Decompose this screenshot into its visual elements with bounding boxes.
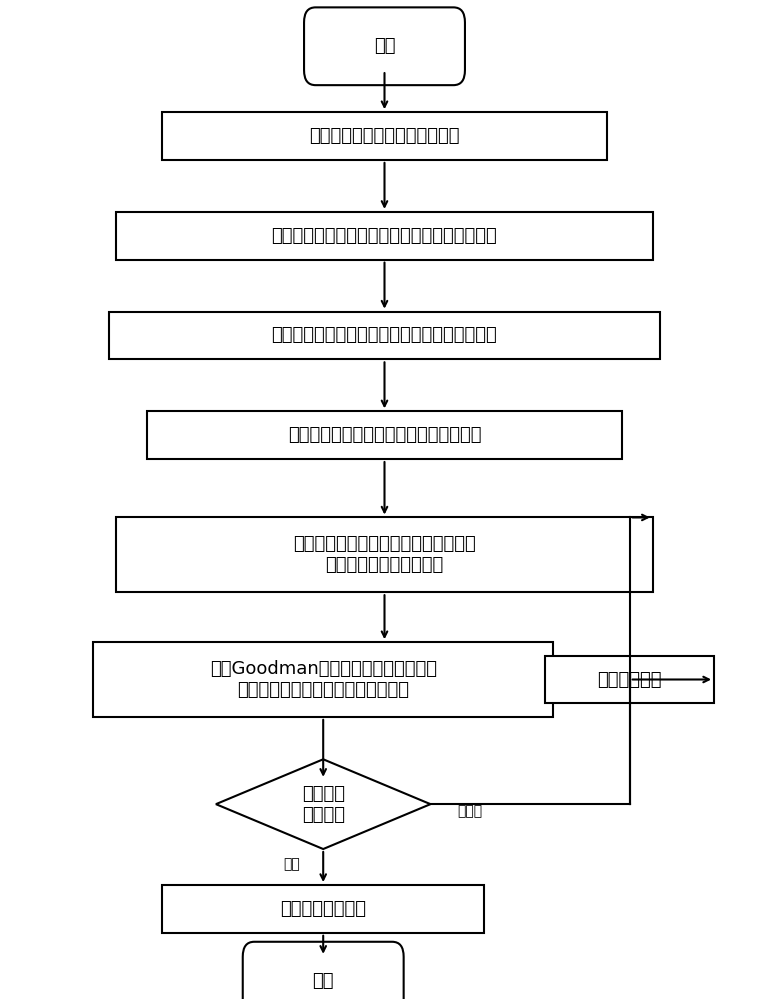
Text: 等效结果
可否接受: 等效结果 可否接受 (301, 785, 345, 824)
Text: 确定等效载荷方案: 确定等效载荷方案 (280, 900, 366, 918)
Text: 有限元计算确定结构件应力集中位置及应力状态: 有限元计算确定结构件应力集中位置及应力状态 (271, 227, 498, 245)
Text: 开始: 开始 (374, 37, 395, 55)
Text: 利用Goodman等寿命图确定载荷等效转
化前后结构件应力集中位置寿命变化: 利用Goodman等寿命图确定载荷等效转 化前后结构件应力集中位置寿命变化 (210, 660, 437, 699)
Text: 确定结构件需要等效转化的载荷: 确定结构件需要等效转化的载荷 (309, 127, 460, 145)
Text: 结束: 结束 (312, 972, 334, 990)
Text: 有限元计算等效载荷作用下，结构件原
应力集中位置的应力状态: 有限元计算等效载荷作用下，结构件原 应力集中位置的应力状态 (293, 535, 476, 574)
Text: 利用力的合成方法初步确定等效载荷大小及方向: 利用力的合成方法初步确定等效载荷大小及方向 (271, 326, 498, 344)
Text: 可以: 可以 (284, 857, 300, 871)
Bar (93, 642, 553, 717)
Text: 不可以: 不可以 (458, 804, 482, 818)
Bar (545, 656, 714, 703)
FancyBboxPatch shape (243, 942, 404, 1000)
Text: 调整等效载荷: 调整等效载荷 (598, 671, 662, 689)
Polygon shape (216, 759, 431, 849)
Bar (108, 312, 661, 359)
FancyBboxPatch shape (304, 7, 465, 85)
Bar (116, 517, 653, 592)
Bar (162, 112, 607, 160)
Bar (116, 212, 653, 260)
Bar (147, 411, 622, 459)
Bar (162, 885, 484, 933)
Text: 利用力矩合成方法确定等效载荷作用位置: 利用力矩合成方法确定等效载荷作用位置 (288, 426, 481, 444)
